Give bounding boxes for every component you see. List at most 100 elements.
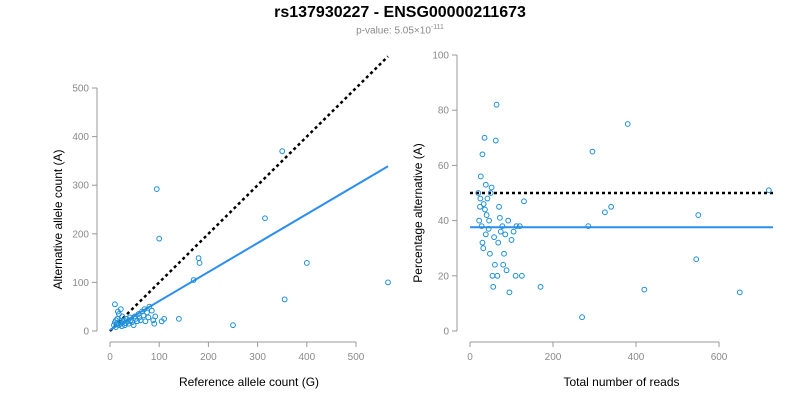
panel-2-data-point [501,250,507,257]
panel-2-data-point [496,214,503,221]
panel-1-data-point [156,235,163,242]
panel-2-data-point [601,209,608,216]
panel-2-y-axis-title: Percentage alternative (A) [411,143,425,282]
panel-2-data-point [482,206,488,213]
panel-1-data-point [112,301,118,308]
panel-2-data-point [494,272,501,279]
panel-1-data-point [230,322,236,329]
panel-1-x-tick-label: 300 [249,352,266,363]
panel-1-data-point [142,318,149,325]
panel-2-data-point [475,190,482,196]
panel-2-data-point [488,184,495,191]
panel-2-data-point [512,272,519,279]
panel-2-x-axis-title: Total number of reads [563,375,679,389]
panel-2-data-point [484,195,491,202]
pvalue-exponent: -111 [430,24,444,31]
panel-2-data-point [489,272,496,279]
panel-1-plot: 0 100 200 300 400 500 0 100 200 300 400 500 Referenc… [51,55,391,389]
panel-2-data-point [497,228,504,235]
panel-2-data-point [482,181,489,188]
panel-1-data-point [279,148,286,155]
panel-2-y-tick-label: 0 [443,327,449,338]
panel-2-data-point [478,223,485,230]
panel-1-data-point [153,186,160,192]
panel-2-y-tick-label: 40 [438,216,450,227]
panel-1-x-tick-label: 100 [151,352,168,363]
panel-1-data-point [175,315,182,322]
panel-2-data-point [608,203,615,210]
panel-2-data-point [480,201,487,207]
panel-1-data-point [115,311,122,317]
panel-1-x-tick-label: 200 [200,352,217,363]
panel-2-data-point [624,121,631,127]
panel-2-x-tick-label: 0 [467,352,473,363]
panel-1-x-tick-label: 500 [348,352,365,363]
panel-2-data-point [479,239,486,246]
panel-1-y-tick-label: 100 [72,278,89,289]
panel-2-y-tick-label: 20 [438,271,450,282]
panel-2-data-point [765,187,772,194]
panel-2-data-point [492,261,498,268]
panel-2-data-point [499,223,506,230]
panel-1-x-tick-label: 400 [298,352,315,363]
panel-2-data-point [479,151,486,158]
panel-1-y-tick-label: 200 [72,229,89,240]
panel-1-fit-line [109,165,389,331]
pvalue-subtitle: p-value: 5.05×10-111 [0,24,800,36]
panel-1-data-point [385,279,391,286]
panel-2-data-point [493,101,500,108]
panel-2-x-tick-label: 600 [711,352,728,363]
panel-1-data-point [281,296,288,303]
panel-2-data-point [693,256,700,263]
panel-1-data-point [303,260,310,266]
panel-1-data-point [152,313,159,320]
panel-1-reference-line [109,55,389,332]
panel-2-data-point [505,217,512,224]
panel-2-plot: 0 200 400 600 0 20 40 60 80 100 Total number of re… [411,51,773,389]
panel-1-data-point [113,317,119,324]
panel-2-data-point [502,231,509,238]
panel-2-y-tick-label: 80 [438,106,450,117]
panel-2-data-point [487,250,493,257]
panel-1-data-point [144,309,150,316]
panel-2-data-point [503,267,510,274]
panel-2-data-point [641,286,648,293]
panel-2-data-point [695,212,702,218]
panel-1-data-point [161,315,168,322]
panel-2-data-point [500,261,507,268]
panel-1-data-point [148,307,155,314]
panel-2-data-point [495,239,502,246]
panel-2-data-point [585,223,592,230]
panel-1-data-point [262,215,268,222]
panel-1-y-tick-label: 400 [72,132,89,143]
panel-2-data-point [589,148,596,155]
figure-title: rs137930227 - ENSG00000211673 [274,4,526,21]
panel-2-data-point [480,245,487,252]
panel-2-data-point [736,289,743,296]
panel-2-data-point [492,137,499,144]
panel-2-data-point [483,212,490,218]
panel-1-y-tick-label: 500 [72,84,89,95]
panel-2-data-point [521,198,527,205]
panel-1-data-point [130,322,137,329]
panel-2-x-tick-label: 200 [545,352,562,363]
panel-1-data-point [117,306,124,313]
panel-2-data-point [485,225,492,232]
panel-2-data-point [487,190,494,196]
panel-1-y-tick-label: 0 [83,327,89,338]
panel-2-y-tick-label: 60 [438,161,450,172]
panel-2-data-point [481,134,488,141]
panel-2-data-point [508,237,515,243]
panel-2-data-point [537,283,544,290]
pvalue-text: p-value: 5.05×10 [356,25,431,37]
panel-2-data-point [518,272,525,279]
panel-2-x-tick-label: 400 [628,352,645,363]
panel-2-data-point [496,203,502,210]
panel-2-data-point [491,234,497,241]
panel-1-y-tick-label: 300 [72,181,89,192]
panel-1-data-point [195,255,202,262]
panel-2-data-point [477,195,484,202]
panel-1-data-point [145,314,152,321]
